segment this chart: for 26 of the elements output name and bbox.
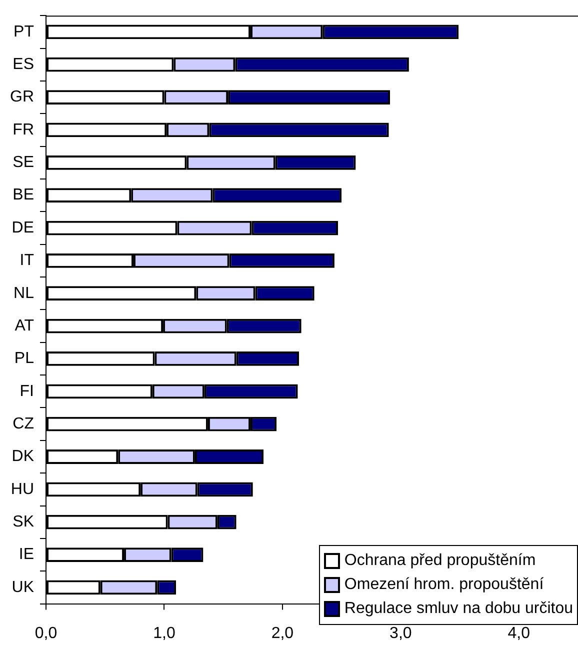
y-tick-label: NL (14, 284, 34, 302)
y-tick-label: IE (18, 546, 34, 564)
x-tick-label: 3,0 (390, 624, 412, 642)
x-tick-label: 4,0 (508, 624, 530, 642)
text: Ochrana před propuštěním (344, 551, 536, 571)
y-tick-label: AT (14, 317, 34, 334)
y-tick-label: DK (12, 448, 34, 466)
y-tick-label: BE (12, 186, 34, 204)
y-tick-label: IT (20, 252, 34, 270)
legend-label: Omezení hrom. propouštění (344, 575, 544, 595)
y-tick-label: PL (14, 350, 34, 368)
y-tick-label: CZ (12, 415, 34, 432)
y-tick-label: UK (12, 578, 34, 596)
y-tick-label: ES (12, 56, 34, 74)
y-tick-label: FI (20, 382, 34, 400)
y-tick-label: FR (12, 121, 34, 138)
y-tick-label: HU (10, 480, 34, 498)
x-tick-label: 0,0 (34, 624, 58, 642)
y-tick-label: PT (14, 23, 34, 40)
x-tick-label: 2,0 (271, 624, 294, 642)
x-tick-label: 1,0 (153, 624, 176, 642)
y-tick-label: SK (12, 514, 34, 531)
y-tick-label: GR (10, 88, 34, 106)
legend-label: Regulace smluv na dobu určitou (344, 599, 573, 619)
y-tick-label: DE (12, 219, 34, 236)
y-tick-label: SE (12, 154, 34, 172)
